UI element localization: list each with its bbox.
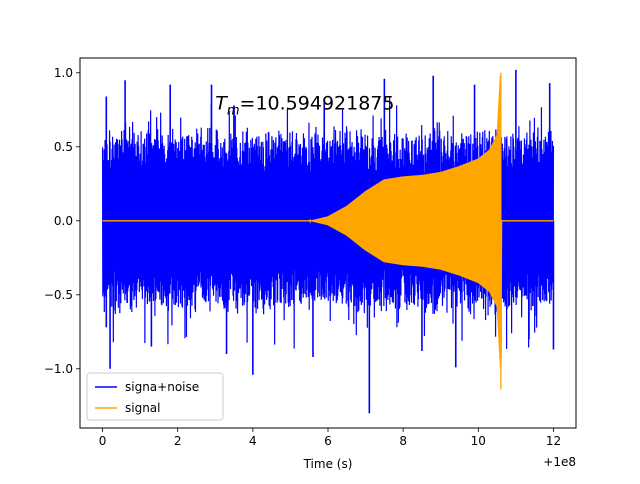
y-tick-label-1: −0.5 [44, 288, 73, 302]
annotation-value: =10.594921875 [240, 92, 395, 114]
plot-area [101, 69, 555, 414]
annotation-main: T [215, 92, 228, 114]
y-tick-label-4: 1.0 [54, 66, 73, 80]
legend-label-0: signa+noise [125, 380, 199, 394]
x-tick-label-3: 6 [324, 434, 332, 448]
x-tick-label-4: 8 [399, 434, 407, 448]
x-tick-label-1: 2 [174, 434, 182, 448]
signal-series-line [102, 72, 554, 390]
y-tick-label-2: 0.0 [54, 214, 73, 228]
x-tick-label-6: 12 [546, 434, 561, 448]
annotation-subscript: m [227, 103, 240, 118]
x-axis-ticks: 0 2 4 6 8 10 12 [99, 428, 561, 448]
y-tick-label-3: 0.5 [54, 140, 73, 154]
tm-annotation: Tm=10.594921875 [215, 92, 394, 118]
y-tick-label-0: −1.0 [44, 362, 73, 376]
y-axis-ticks: −1.0 −0.5 0.0 0.5 1.0 [44, 66, 80, 376]
x-axis-label: Time (s) [303, 457, 353, 471]
x-tick-label-0: 0 [99, 434, 107, 448]
x-tick-label-5: 10 [471, 434, 486, 448]
legend: signa+noise signal [86, 372, 224, 421]
x-axis-offset-label: +1e8 [543, 455, 576, 469]
x-tick-label-2: 4 [249, 434, 257, 448]
legend-label-1: signal [125, 401, 161, 415]
legend-box [86, 372, 224, 421]
